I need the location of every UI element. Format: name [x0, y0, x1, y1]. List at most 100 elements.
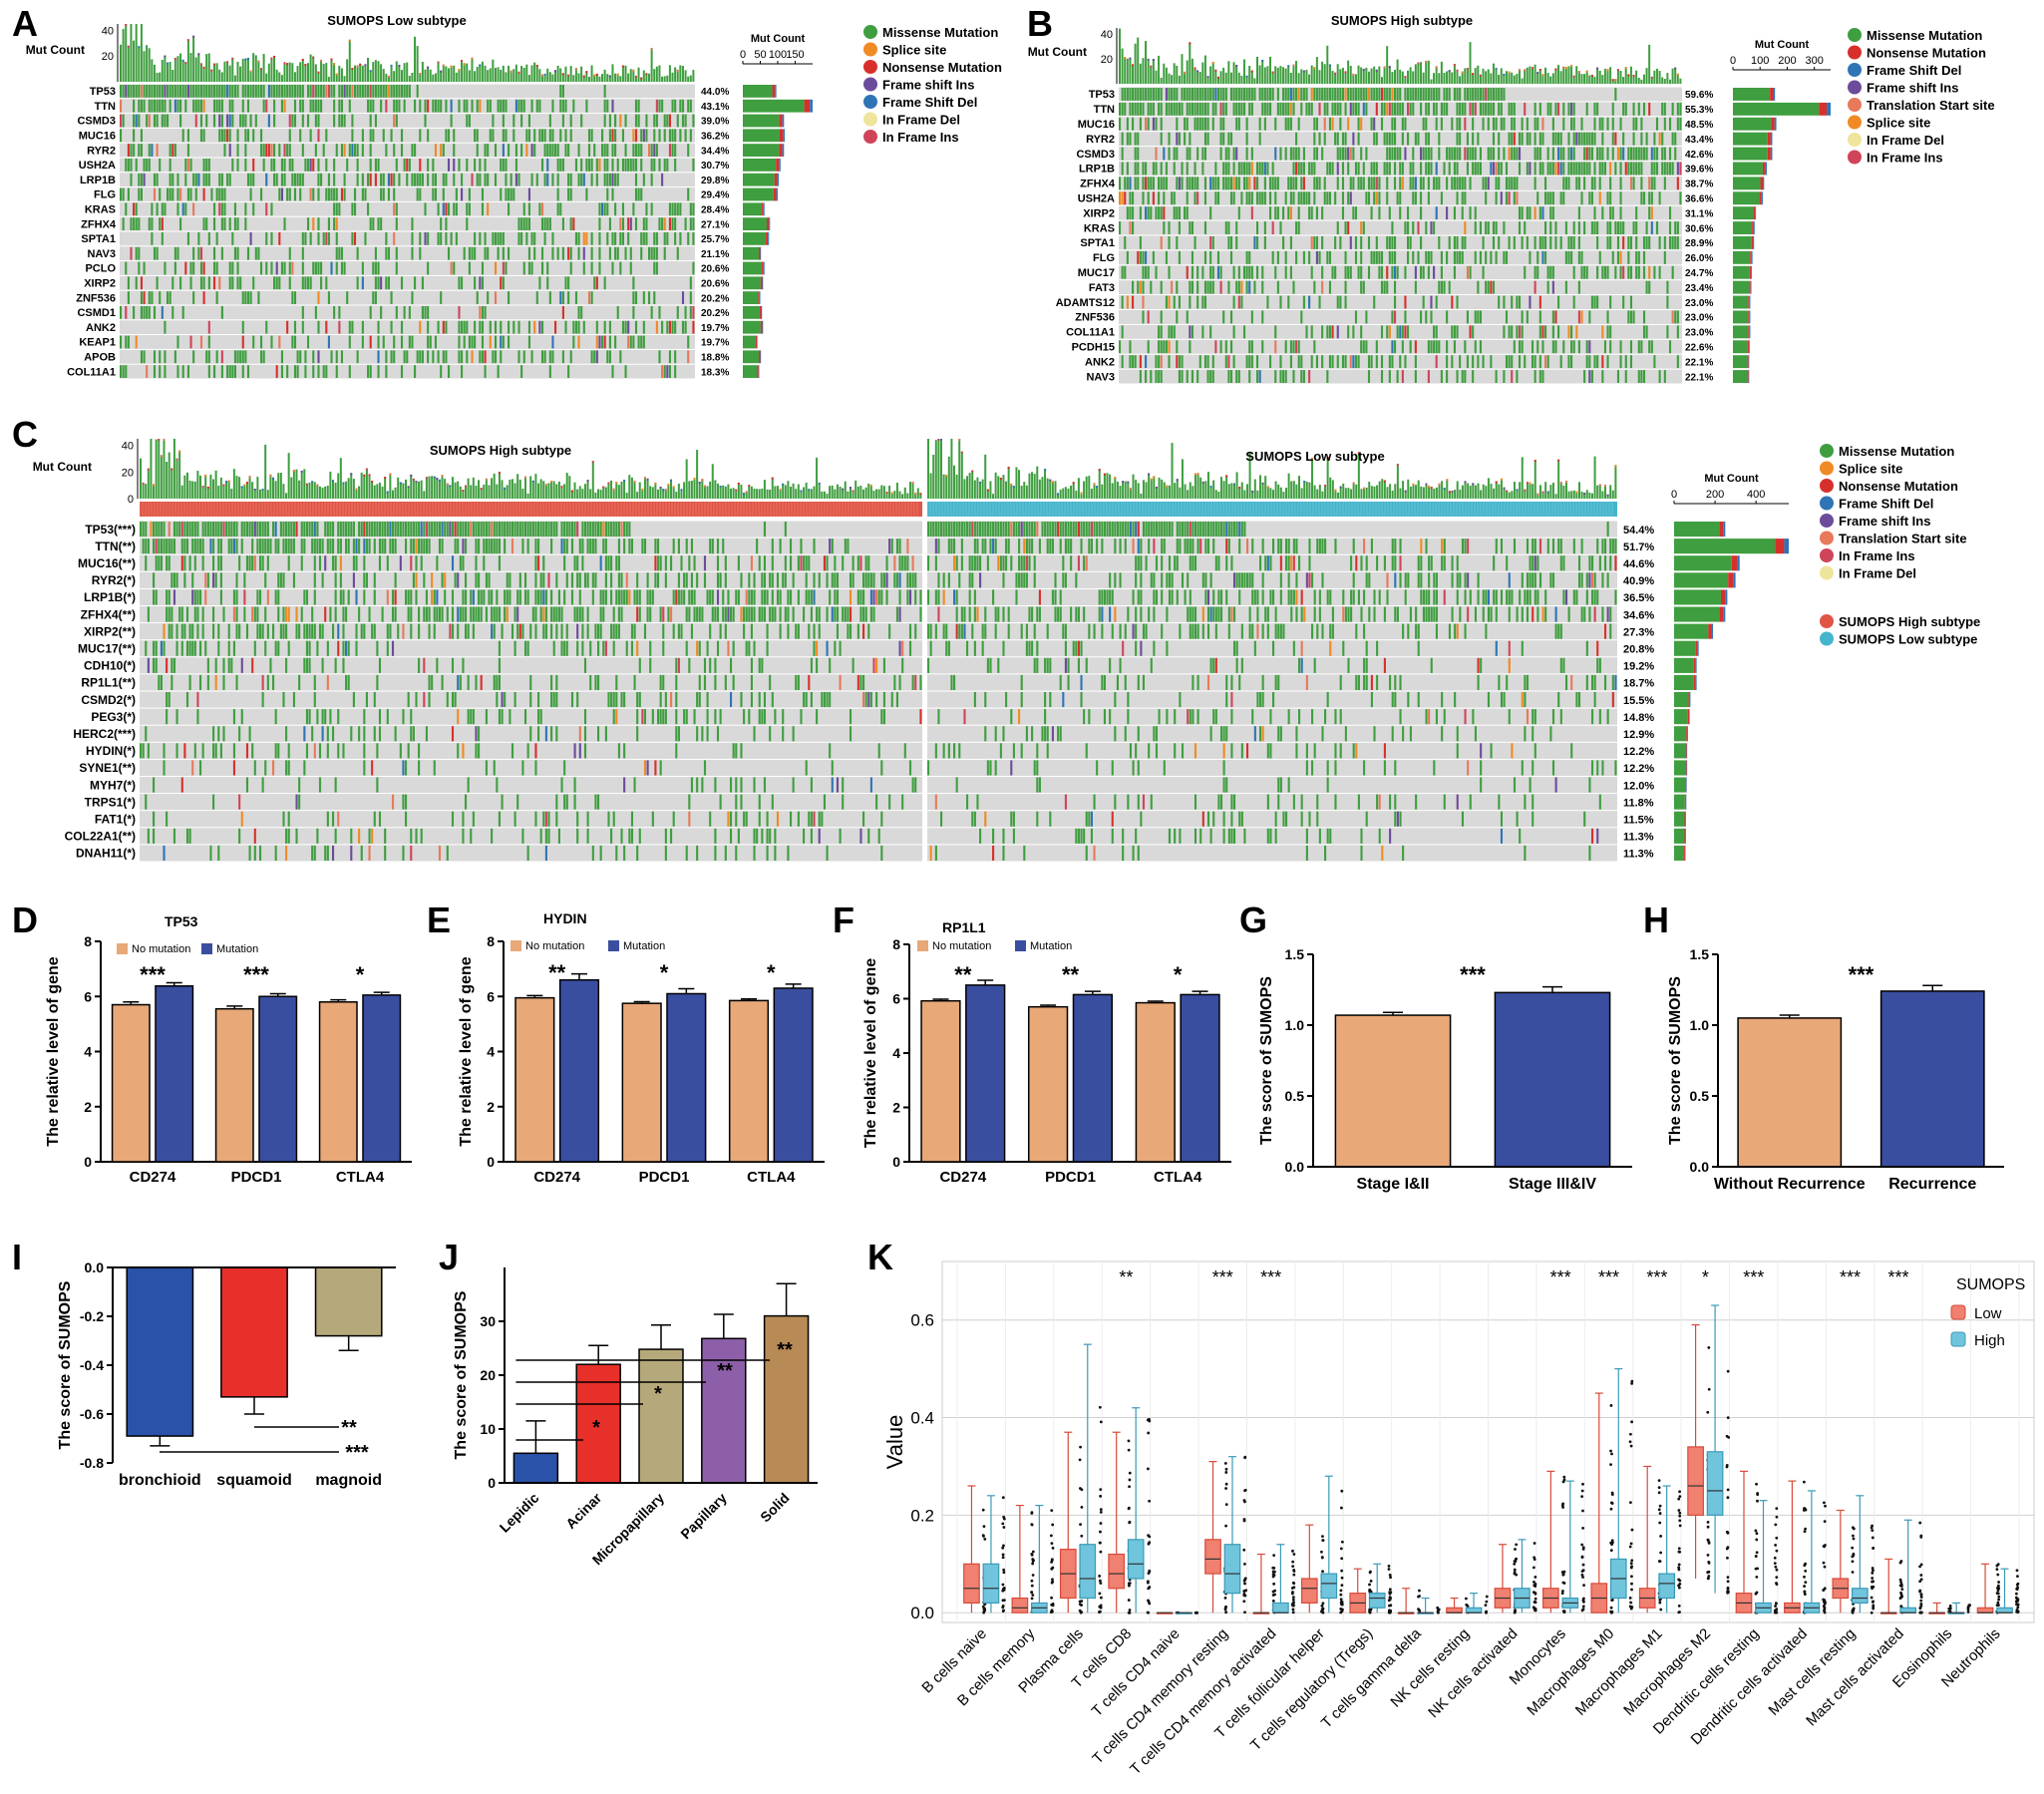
mutation-tile [1178, 221, 1181, 234]
mutation-tile [1201, 265, 1204, 279]
mutation-tile [1653, 132, 1656, 146]
mutation-tile [1282, 88, 1285, 101]
sample-mut-bar-part [359, 63, 362, 66]
mutation-tile [1274, 206, 1277, 220]
sample-mut-bar [1511, 491, 1514, 499]
mutation-tile [148, 291, 151, 304]
mutation-tile [1255, 370, 1259, 383]
mutation-tile [1198, 117, 1201, 131]
mutation-tile [1420, 88, 1423, 101]
sample-mut-bar [888, 485, 891, 499]
sample-mut-bar [1557, 459, 1560, 499]
sample-mut-bar [1422, 72, 1425, 84]
mutation-tile [442, 187, 445, 201]
mutation-tile [1609, 177, 1612, 190]
gene-count-bar-part [1749, 265, 1752, 279]
mutation-tile [1279, 147, 1282, 161]
mutation-tile [1357, 102, 1360, 116]
mutation-tile [1472, 88, 1475, 101]
mutation-tile [1245, 177, 1248, 190]
mutation-tile [1375, 236, 1378, 249]
mutation-tile [569, 350, 572, 364]
mutation-tile [1544, 355, 1547, 369]
mutation-tile [273, 99, 276, 113]
sample-mut-bar-part [1388, 66, 1391, 69]
mutation-tile [1227, 132, 1230, 146]
mutation-tile [231, 114, 234, 128]
mutation-tile [1229, 88, 1233, 101]
mutation-tile [181, 202, 184, 216]
sample-mut-bar [236, 61, 239, 82]
mutation-tile [527, 320, 531, 334]
mutation-tile [434, 144, 438, 157]
mutation-tile [148, 99, 151, 113]
sample-mut-bar-part [1211, 61, 1214, 64]
mutation-tile [598, 246, 601, 260]
gene-count-bar-part [1752, 221, 1754, 234]
mutation-tile [1422, 88, 1425, 101]
mutation-tile [1173, 88, 1176, 101]
sample-mut-bar [326, 485, 329, 499]
mutation-tile [567, 246, 570, 260]
mutation-tile [1203, 250, 1207, 264]
sample-mut-bar-part [1428, 485, 1431, 488]
mutation-tile [220, 173, 223, 186]
sample-mut-bar [945, 475, 948, 499]
sample-mut-bar [365, 468, 368, 499]
mutation-tile [1289, 177, 1292, 190]
mutation-tile [265, 202, 268, 216]
mutation-tile [1635, 117, 1638, 131]
mutation-tile [650, 144, 653, 157]
sample-mut-bar [184, 62, 187, 82]
sample-mut-bar [782, 483, 785, 499]
mutation-tile [1513, 117, 1516, 131]
sample-mut-bar [1266, 66, 1269, 84]
sample-mut-bar [522, 67, 525, 82]
sample-mut-bar [489, 68, 492, 82]
sample-mut-bar-part [320, 59, 323, 62]
mutation-tile [580, 306, 583, 319]
mutation-tile [1611, 102, 1614, 116]
mutation-tile [125, 202, 128, 216]
mutation-tile [333, 306, 336, 319]
gene-percent: 39.0% [701, 117, 729, 128]
mutation-tile [1508, 325, 1511, 339]
mutation-tile [1399, 206, 1402, 220]
mutation-tile [517, 320, 520, 334]
mutation-tile [327, 187, 330, 201]
mutation-tile [1196, 117, 1199, 131]
sample-mut-bar [557, 481, 560, 499]
mutation-tile [1328, 355, 1332, 369]
mutation-tile [1388, 206, 1391, 220]
mutation-tile [312, 99, 315, 113]
mutation-tile [280, 173, 283, 186]
mutation-tile [1137, 88, 1140, 101]
mutation-tile [1331, 355, 1334, 369]
sample-mut-bar [849, 487, 852, 499]
mutation-tile [169, 99, 171, 113]
mutation-tile [1266, 88, 1269, 101]
mutation-tile [244, 114, 247, 128]
mutation-tile [1570, 236, 1573, 249]
sample-mut-bar-part [158, 439, 161, 441]
mutation-tile [1635, 236, 1638, 249]
mutation-tile [1546, 147, 1549, 161]
mutation-tile [1487, 117, 1490, 131]
mutation-tile [1393, 250, 1397, 264]
mutation-tile [1126, 132, 1129, 146]
mutation-tile [151, 291, 154, 304]
sample-mut-bar [1036, 466, 1039, 499]
mutation-tile [1676, 177, 1679, 190]
sample-mut-bar [1521, 78, 1524, 84]
mutation-tile [338, 114, 341, 128]
sample-mut-bar [1490, 484, 1493, 499]
sample-mut-bar [1287, 65, 1290, 84]
mutation-tile [1511, 102, 1514, 116]
sample-mut-bar-part [316, 484, 319, 487]
mutation-tile [1315, 236, 1318, 249]
panel-letter-E: E [427, 899, 451, 940]
mutation-tile [335, 232, 338, 245]
sample-mut-bar [1598, 484, 1601, 499]
sample-mut-bar [318, 486, 321, 499]
sample-mut-bar [1402, 481, 1405, 499]
